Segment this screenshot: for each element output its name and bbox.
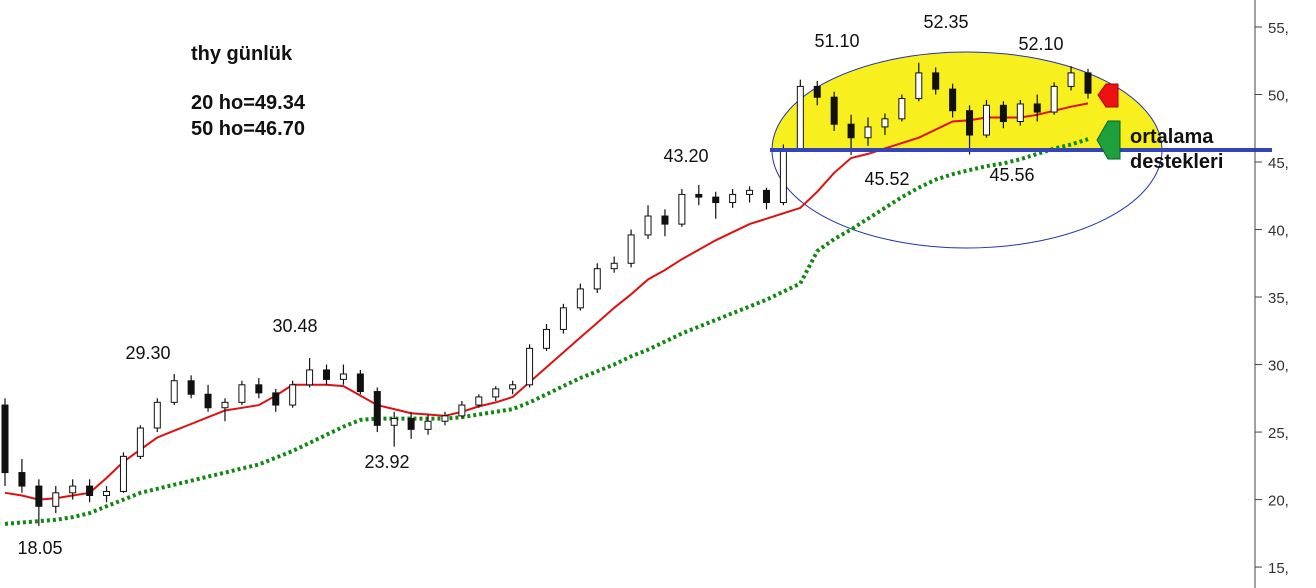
candle-body xyxy=(610,262,618,270)
candle-body xyxy=(729,193,737,204)
price-label: 30.48 xyxy=(272,316,317,336)
price-label: 18.05 xyxy=(17,538,62,558)
candle-body xyxy=(712,196,720,204)
candle-body xyxy=(390,418,398,426)
candle-body xyxy=(153,401,161,429)
candle-body xyxy=(289,384,297,406)
candle-body xyxy=(255,384,263,394)
y-tick-label: 50, xyxy=(1268,88,1289,105)
candle-body xyxy=(407,418,415,430)
candle-body xyxy=(492,388,500,398)
candle-body xyxy=(18,472,26,487)
candle-body xyxy=(661,215,669,225)
candle-body xyxy=(323,369,331,380)
highlight-fill xyxy=(772,52,1162,150)
candle-body xyxy=(915,72,923,100)
candle-body xyxy=(424,420,432,430)
y-tick-label: 25, xyxy=(1268,425,1289,442)
candle-body xyxy=(966,110,974,136)
candle-body xyxy=(35,485,43,507)
candle-body xyxy=(238,384,246,403)
y-tick-label: 40, xyxy=(1268,223,1289,240)
candle-body xyxy=(526,347,534,386)
candle-body xyxy=(898,98,906,120)
moving-average xyxy=(4,137,1089,526)
note: 20 ho=49.34 xyxy=(191,92,306,114)
candle-body xyxy=(187,380,195,395)
candle-body xyxy=(559,307,567,330)
candle-body xyxy=(86,485,94,497)
y-tick-label: 20, xyxy=(1268,493,1289,510)
y-tick-label: 35, xyxy=(1268,290,1289,307)
candle-body xyxy=(170,380,178,403)
y-tick-label: 45, xyxy=(1268,155,1289,172)
candle-body xyxy=(1016,103,1024,123)
candle-body xyxy=(932,72,940,90)
price-label: 52.35 xyxy=(923,12,968,32)
candle-body xyxy=(221,401,229,409)
candle-body xyxy=(1,404,9,474)
candle-body xyxy=(746,189,754,195)
candle-body xyxy=(306,369,314,386)
candle-body xyxy=(762,189,770,204)
note: 50 ho=46.70 xyxy=(191,118,305,140)
candle-body xyxy=(644,215,652,236)
candle-body xyxy=(204,393,212,409)
candle-body xyxy=(813,85,821,98)
candle-body xyxy=(1033,103,1041,113)
moving-average xyxy=(4,102,1089,501)
price-label: 29.30 xyxy=(125,343,170,363)
red-arrow xyxy=(1097,83,1119,108)
candle-body xyxy=(982,104,990,136)
price-label: 23.92 xyxy=(364,452,409,472)
price-label: 45.56 xyxy=(989,165,1034,185)
candle-body xyxy=(1067,72,1075,87)
price-label: 52.10 xyxy=(1018,34,1063,54)
y-tick-label: 15, xyxy=(1268,560,1289,577)
candle-body xyxy=(136,427,144,457)
candle-body xyxy=(509,384,517,390)
candle-body xyxy=(103,490,111,497)
candle-body xyxy=(1084,72,1092,94)
candle-body xyxy=(864,126,872,139)
candle-body xyxy=(356,373,364,393)
candle-body xyxy=(543,328,550,349)
candle-body xyxy=(52,492,60,507)
green-arrow xyxy=(1096,120,1121,160)
price-label: 43.20 xyxy=(663,146,708,166)
candle-body xyxy=(69,485,77,494)
candle-body xyxy=(949,88,957,112)
candle-body xyxy=(796,85,804,150)
plot xyxy=(1,62,1092,526)
candle-body xyxy=(339,373,347,380)
candle-body xyxy=(119,455,127,492)
price-label: 45.52 xyxy=(864,169,909,189)
side-note: ortalama xyxy=(1130,126,1214,148)
candle-body xyxy=(627,234,635,264)
candle-body xyxy=(999,104,1007,123)
candle-body xyxy=(373,391,381,426)
candle-body xyxy=(593,268,601,290)
candle-body xyxy=(779,148,787,204)
side-note: destekleri xyxy=(1130,151,1223,173)
note: thy günlük xyxy=(191,43,293,65)
candle-body xyxy=(830,96,838,125)
candle-body xyxy=(847,123,855,139)
candle-body xyxy=(1050,85,1058,113)
candle-body xyxy=(458,404,466,417)
candle-body xyxy=(881,118,889,128)
candle-body xyxy=(695,193,703,198)
candle-body xyxy=(678,193,686,225)
candle-body xyxy=(441,415,449,422)
candle-body xyxy=(272,392,280,406)
y-tick-label: 30, xyxy=(1268,358,1289,375)
candle-body xyxy=(475,396,483,406)
y-tick-label: 55, xyxy=(1268,20,1289,37)
candle-body xyxy=(576,288,584,309)
price-label: 51.10 xyxy=(814,31,859,51)
